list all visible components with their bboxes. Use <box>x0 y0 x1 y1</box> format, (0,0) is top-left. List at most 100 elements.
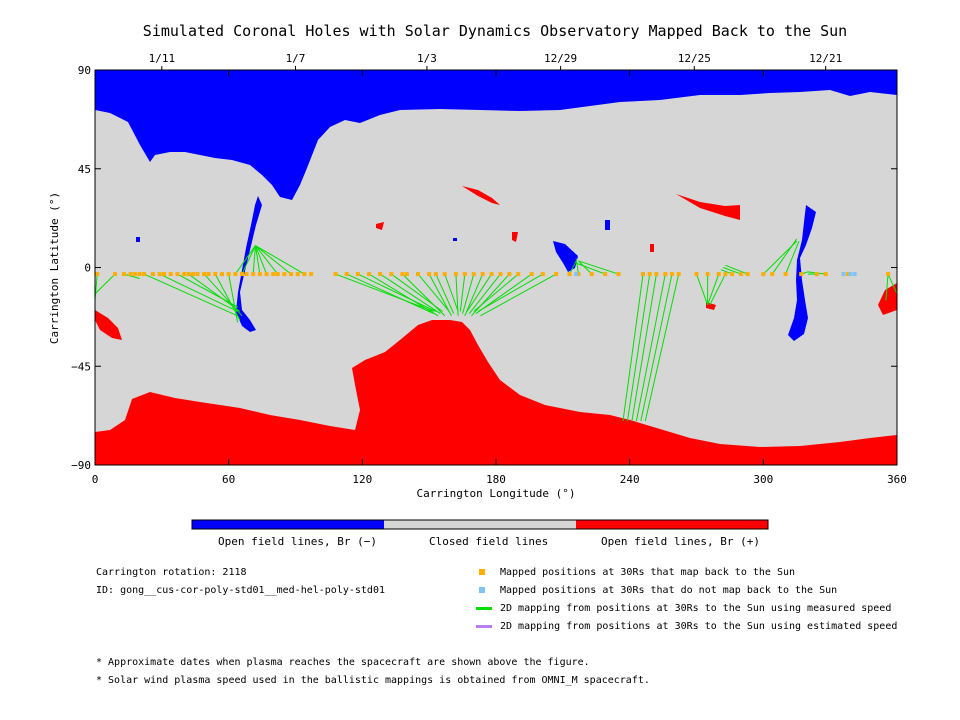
mapped-point <box>576 272 581 277</box>
mapping-line <box>159 273 238 312</box>
mapped-point <box>663 272 668 277</box>
mapped-point <box>442 272 447 277</box>
mapped-point <box>799 272 804 277</box>
colorbar-label-negative: Open field lines, Br (−) <box>218 535 377 548</box>
unmapped-point <box>852 272 857 277</box>
mapped-point <box>367 272 372 277</box>
mapped-point <box>244 272 249 277</box>
mapping-line <box>480 273 557 317</box>
unmapped-point <box>848 272 853 277</box>
legend-unmapped: Mapped positions at 30Rs that do not map… <box>500 585 838 596</box>
x-tick-label: 60 <box>222 473 235 486</box>
mapped-point <box>886 272 891 277</box>
mapping-line <box>255 245 279 275</box>
mapped-point <box>647 272 652 277</box>
legend-swatch-measured <box>476 607 492 610</box>
mapping-line <box>725 264 748 275</box>
legend-estimated: 2D mapping from positions at 30Rs to the… <box>500 621 898 632</box>
mapping-line <box>379 273 441 315</box>
mapped-point <box>770 272 775 277</box>
mapped-point <box>113 272 118 277</box>
mapped-point <box>654 272 659 277</box>
small-blue-spot-b <box>605 220 610 230</box>
y-tick-label: 0 <box>84 262 91 275</box>
mapping-line <box>644 273 680 422</box>
mapped-point <box>416 272 421 277</box>
mapped-point <box>302 272 307 277</box>
colorbar-label-positive: Open field lines, Br (+) <box>601 535 760 548</box>
mapping-line <box>417 273 450 312</box>
mapping-line <box>887 273 897 295</box>
colorbar-frame <box>191 519 769 530</box>
mapping-line <box>435 273 455 314</box>
mapping-line <box>575 258 579 275</box>
mapped-point <box>133 272 138 277</box>
mapped-point <box>761 272 766 277</box>
small-blue-spot-a <box>136 237 140 242</box>
mapped-point <box>676 272 681 277</box>
mapped-point <box>845 272 850 277</box>
mapped-point <box>516 272 521 277</box>
x-tick-label: 0 <box>92 473 99 486</box>
mapped-point <box>378 272 383 277</box>
top-date-label: 1/3 <box>417 52 437 65</box>
mapped-point <box>471 272 476 277</box>
y-tick-label: 90 <box>78 64 91 77</box>
y-axis-label: Carrington Latitude (°) <box>48 192 61 344</box>
mapping-line <box>95 273 116 295</box>
mapped-point <box>142 272 147 277</box>
legend-swatch-mapped <box>479 569 485 575</box>
negative-hole-lon210 <box>553 241 578 272</box>
mapped-point <box>400 272 405 277</box>
legend-measured: 2D mapping from positions at 30Rs to the… <box>500 603 892 614</box>
mapped-point <box>186 272 191 277</box>
mapping-line <box>234 245 256 275</box>
mapping-lines <box>95 238 897 422</box>
positive-hole-east-edge <box>878 283 897 315</box>
mapping-line <box>466 273 492 312</box>
mapped-point <box>271 272 276 277</box>
legend-swatch-unmapped <box>479 587 485 593</box>
mapped-point <box>389 272 394 277</box>
mapped-point <box>257 272 262 277</box>
mapped-point <box>355 272 360 277</box>
mapped-point <box>333 272 338 277</box>
colorbar-closed <box>384 520 576 529</box>
mapped-point <box>603 272 608 277</box>
y-tick-label: −90 <box>71 459 91 472</box>
mapped-point <box>128 272 133 277</box>
mapping-line <box>228 273 239 323</box>
mapping-line <box>576 262 606 275</box>
mapped-point <box>175 272 180 277</box>
mapping-line <box>123 273 140 279</box>
mapped-point <box>191 272 196 277</box>
mapped-point <box>723 272 728 277</box>
positive-spot-lon275 <box>706 302 716 310</box>
mapping-line <box>723 267 742 275</box>
mapped-point <box>202 272 207 277</box>
mapping-line <box>471 273 510 317</box>
positive-spot-lon188 <box>512 232 518 242</box>
x-tick-label: 300 <box>753 473 773 486</box>
x-tick-label: 240 <box>620 473 640 486</box>
mapped-point <box>716 272 721 277</box>
top-date-label: 1/7 <box>286 52 306 65</box>
mapped-point <box>507 272 512 277</box>
model-id: ID: gong__cus-cor-poly-std01__med-hel-po… <box>96 585 385 596</box>
unmapped-point <box>574 272 579 277</box>
mapped-point <box>233 272 238 277</box>
mapped-point <box>275 272 280 277</box>
legend-mapped: Mapped positions at 30Rs that map back t… <box>500 567 796 578</box>
positive-streak-lon270 <box>676 194 740 220</box>
mapping-line <box>631 274 657 422</box>
mapping-line <box>459 274 466 312</box>
top-date-label: 12/29 <box>544 52 577 65</box>
mapped-point <box>641 272 646 277</box>
mapping-line <box>707 273 720 305</box>
mapped-point <box>498 272 503 277</box>
x-tick-label: 120 <box>352 473 372 486</box>
mapped-point <box>730 272 735 277</box>
mapping-line <box>709 273 726 306</box>
mapping-line <box>640 273 673 422</box>
